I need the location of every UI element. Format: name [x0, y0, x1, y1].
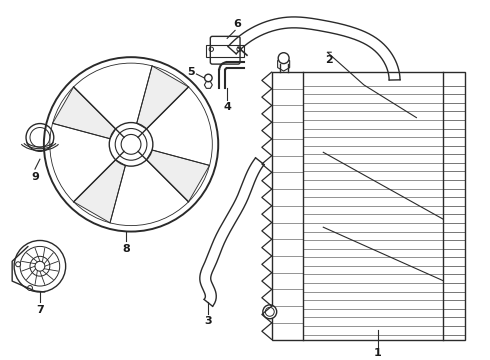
Text: 1: 1	[374, 348, 382, 359]
Text: 9: 9	[31, 172, 39, 182]
Text: 8: 8	[122, 244, 130, 255]
Polygon shape	[147, 150, 210, 202]
Text: 7: 7	[36, 305, 44, 315]
Circle shape	[263, 305, 277, 319]
Circle shape	[27, 285, 32, 291]
Circle shape	[16, 262, 21, 267]
Polygon shape	[137, 66, 189, 129]
Text: 4: 4	[223, 102, 231, 112]
Circle shape	[278, 53, 289, 64]
Text: 3: 3	[204, 316, 212, 326]
Polygon shape	[52, 87, 116, 139]
Circle shape	[265, 307, 274, 316]
Text: 5: 5	[187, 67, 195, 77]
Polygon shape	[74, 160, 125, 223]
Polygon shape	[278, 57, 290, 71]
Text: 2: 2	[325, 55, 333, 65]
Circle shape	[121, 134, 141, 154]
Bar	[272, 72, 465, 339]
Text: 6: 6	[233, 19, 241, 30]
